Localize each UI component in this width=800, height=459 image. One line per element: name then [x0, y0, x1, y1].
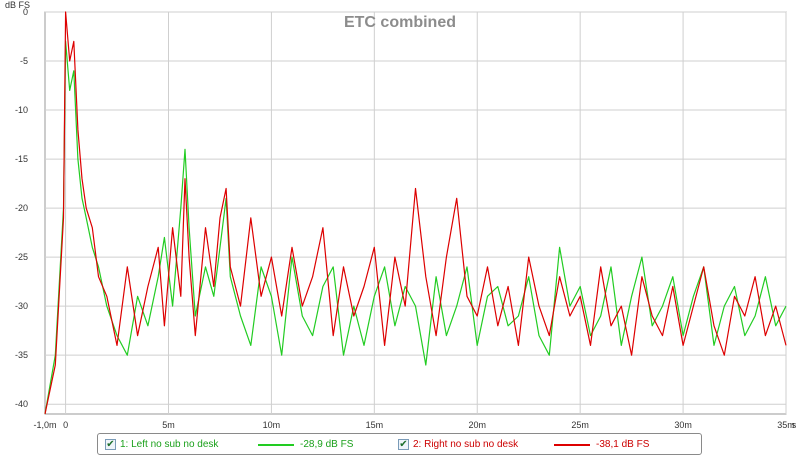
- x-tick-label: 30m: [674, 420, 692, 430]
- y-tick-label: -15: [15, 154, 28, 164]
- x-tick-label: 35m: [777, 420, 795, 430]
- checkbox-right[interactable]: ✔: [398, 438, 409, 450]
- legend-label-right: 2: Right no sub no desk: [413, 439, 519, 450]
- y-tick-label: -20: [15, 203, 28, 213]
- grid: [45, 11, 787, 414]
- legend: ✔ 1: Left no sub no desk -28,9 dB FS ✔ 2…: [97, 433, 702, 455]
- y-tick-label: -30: [15, 301, 28, 311]
- series-line-right: [44, 11, 787, 415]
- x-tick-label: 0: [63, 420, 68, 430]
- y-axis-unit-label: dB FS: [5, 0, 30, 10]
- y-tick-label: -10: [15, 105, 28, 115]
- legend-value-left: -28,9 dB FS: [300, 439, 354, 450]
- series-line-left: [44, 40, 787, 415]
- legend-value-right: -38,1 dB FS: [596, 439, 650, 450]
- plot-frame: [44, 11, 787, 415]
- y-tick-label: -25: [15, 252, 28, 262]
- legend-swatch-left: [258, 443, 294, 446]
- x-axis-unit-label: s: [792, 420, 797, 430]
- checkbox-left[interactable]: ✔: [105, 438, 116, 450]
- y-tick-label: -5: [20, 56, 28, 66]
- x-tick-label: -1,0m: [33, 420, 56, 430]
- y-tick-label: -40: [15, 399, 28, 409]
- x-tick-label: 5m: [162, 420, 175, 430]
- x-tick-label: 10m: [263, 420, 281, 430]
- x-tick-label: 20m: [468, 420, 486, 430]
- legend-swatch-right-group: -38,1 dB FS: [554, 437, 649, 452]
- series-group: [44, 11, 787, 415]
- y-axis-ticks: 0 -5 -10 -15 -20 -25 -30 -35 -40: [15, 7, 28, 409]
- x-axis-ticks: -1,0m 0 5m 10m 15m 20m 25m 30m 35m: [33, 420, 794, 430]
- y-tick-label: -35: [15, 350, 28, 360]
- legend-label-left: 1: Left no sub no desk: [120, 439, 219, 450]
- legend-swatch-right: [554, 443, 590, 446]
- legend-item-left[interactable]: ✔ 1: Left no sub no desk: [105, 437, 218, 452]
- chart-title: ETC combined: [344, 14, 456, 31]
- x-tick-label: 15m: [366, 420, 384, 430]
- legend-swatch-left-group: -28,9 dB FS: [258, 437, 353, 452]
- legend-item-right[interactable]: ✔ 2: Right no sub no desk: [398, 437, 518, 452]
- y-tick-label: 0: [23, 7, 28, 17]
- x-tick-label: 25m: [571, 420, 589, 430]
